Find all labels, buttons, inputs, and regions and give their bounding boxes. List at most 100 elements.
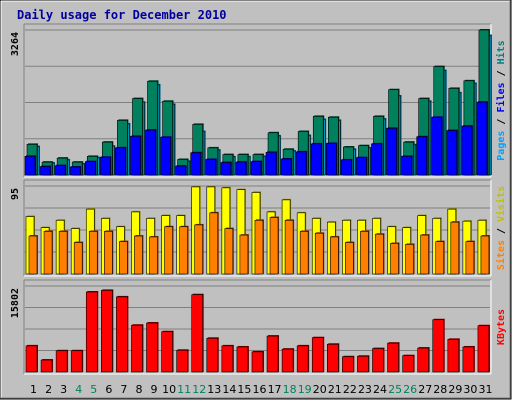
bar-pages (310, 143, 322, 176)
x-tick-label: 4 (75, 383, 82, 396)
bar-sites (465, 241, 475, 275)
x-tick-label: 21 (328, 383, 342, 396)
x-tick-label: 18 (283, 383, 297, 396)
bar-sites (299, 231, 309, 275)
x-tick-label: 29 (448, 383, 462, 396)
bar-kbytes (477, 325, 490, 373)
bar-sites (375, 233, 384, 275)
bar-sites (405, 244, 414, 275)
legend-entry: Hits (495, 40, 507, 64)
bar-kbytes (447, 339, 460, 373)
bar-sites (149, 236, 158, 275)
legend-entry: / (496, 64, 507, 82)
legend-entry: Sites (495, 240, 507, 270)
x-tick-label: 14 (222, 383, 236, 396)
bar-sites (269, 217, 279, 275)
bar-sites (435, 241, 445, 275)
bar-sites (209, 212, 219, 275)
bar-kbytes (161, 331, 173, 373)
x-tick-label: 9 (151, 383, 158, 396)
bar-pages (130, 136, 141, 176)
bar-sites (224, 228, 234, 275)
panel-pages-files-hits: 3264 Pages / Files / Hits (10, 23, 507, 178)
bar-sites (58, 231, 68, 275)
bar-kbytes (372, 348, 384, 373)
chart-panels: 3264 Pages / Files / Hits 95 Sites / Visits… (10, 23, 507, 375)
x-tick-label: 20 (313, 383, 327, 396)
bar-kbytes (101, 290, 113, 373)
series-sites (28, 211, 490, 275)
bar-pages (190, 152, 202, 176)
bar-kbytes (40, 359, 53, 373)
bar-kbytes (55, 350, 68, 373)
x-tick-label: 11 (177, 383, 191, 396)
bar-kbytes (146, 322, 158, 373)
bar-kbytes (402, 355, 414, 373)
series-pages (24, 101, 488, 176)
x-tick-label: 1 (30, 383, 37, 396)
side-legend-label: Sites / Visits (495, 186, 507, 270)
bar-sites (134, 235, 143, 275)
bar-pages (476, 101, 488, 176)
y-max-label: 15802 (10, 288, 21, 318)
bar-pages (69, 166, 81, 176)
legend-entry: KBytes (496, 309, 507, 345)
x-tick-label: 2 (45, 383, 52, 396)
bar-pages (461, 125, 473, 176)
x-tick-label: 28 (433, 383, 447, 396)
bar-pages (371, 143, 382, 176)
bar-sites (390, 243, 399, 275)
bar-kbytes (462, 346, 475, 373)
legend-entry: Files (495, 82, 507, 112)
x-tick-label: 10 (162, 383, 176, 396)
bar-pages (386, 128, 397, 176)
bar-pages (175, 165, 186, 176)
bar-pages (160, 136, 171, 176)
bar-sites (345, 242, 354, 275)
bar-kbytes (357, 355, 369, 373)
side-legend-label: KBytes (496, 309, 507, 345)
panel-kbytes: 15802 KBytes (10, 279, 507, 375)
legend-entry: / (496, 113, 507, 131)
series-kbytes (25, 289, 490, 373)
x-tick-label: 7 (120, 383, 127, 396)
bar-pages (356, 157, 367, 176)
bar-sites (119, 241, 128, 275)
bar-sites (239, 234, 249, 275)
bar-sites (73, 242, 83, 275)
bar-sites (314, 232, 324, 275)
side-legend-label: Pages / Files / Hits (495, 40, 507, 160)
bar-pages (220, 162, 232, 176)
bar-kbytes (191, 294, 204, 373)
bar-pages (54, 165, 66, 176)
bar-pages (205, 159, 217, 176)
bar-sites (450, 221, 460, 275)
x-tick-label: 27 (418, 383, 432, 396)
bar-kbytes (432, 319, 445, 373)
bar-pages (341, 159, 352, 176)
bar-kbytes (326, 343, 339, 373)
legend-entry: Pages (496, 131, 507, 161)
x-tick-label: 13 (207, 383, 221, 396)
bar-kbytes (236, 346, 249, 373)
y-max-label: 95 (10, 188, 21, 200)
x-axis-day-labels: 1 2 3 4 5 6 7 8 9 10 11 12 13 14 15 16 17 18 19 20 21 22 23 24 2… (30, 383, 492, 396)
bar-pages (446, 130, 458, 176)
bar-kbytes (417, 347, 429, 373)
bar-pages (100, 156, 111, 176)
bar-pages (84, 161, 96, 176)
x-tick-label: 30 (463, 383, 477, 396)
y-max-label: 3264 (10, 32, 21, 56)
bar-kbytes (116, 296, 128, 373)
bar-kbytes (221, 345, 234, 373)
bar-pages (235, 161, 247, 176)
bar-pages (401, 156, 412, 176)
bar-pages (265, 152, 277, 176)
bar-sites (179, 226, 188, 275)
bar-pages (295, 151, 307, 176)
bar-pages (280, 158, 292, 176)
bar-pages (115, 147, 126, 176)
x-tick-label: 17 (268, 383, 282, 396)
